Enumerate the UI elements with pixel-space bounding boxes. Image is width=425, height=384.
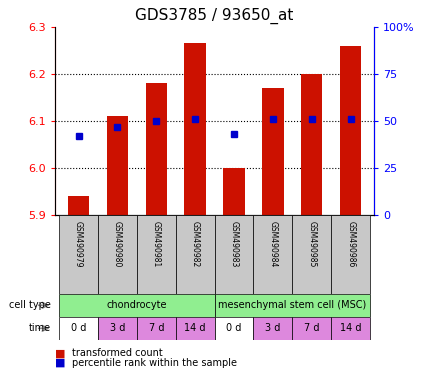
Text: percentile rank within the sample: percentile rank within the sample	[72, 358, 237, 368]
Bar	[59, 294, 215, 317]
Bar	[176, 215, 215, 294]
Text: ■: ■	[55, 348, 66, 358]
Bar	[224, 168, 245, 215]
Text: transformed count: transformed count	[72, 348, 163, 358]
Text: cell type: cell type	[9, 300, 51, 310]
Text: 3 d: 3 d	[265, 323, 280, 333]
Text: GSM490986: GSM490986	[346, 221, 355, 268]
Bar	[137, 215, 176, 294]
Text: 0 d: 0 d	[71, 323, 86, 333]
Bar	[176, 317, 215, 340]
Text: GSM490980: GSM490980	[113, 221, 122, 268]
Text: GSM490983: GSM490983	[230, 221, 238, 268]
Text: GSM490982: GSM490982	[191, 221, 200, 268]
Bar	[215, 215, 253, 294]
Text: 14 d: 14 d	[340, 323, 361, 333]
Text: 7 d: 7 d	[304, 323, 320, 333]
Bar	[331, 215, 370, 294]
Bar	[98, 215, 137, 294]
Bar	[59, 317, 98, 340]
Text: GSM490985: GSM490985	[307, 221, 316, 268]
Bar	[146, 83, 167, 215]
Bar	[137, 317, 176, 340]
Bar	[215, 317, 253, 340]
Title: GDS3785 / 93650_at: GDS3785 / 93650_at	[136, 8, 294, 24]
Bar	[292, 317, 331, 340]
Bar	[107, 116, 128, 215]
Bar	[301, 74, 323, 215]
Bar	[292, 215, 331, 294]
Bar	[253, 215, 292, 294]
Bar	[98, 317, 137, 340]
Text: 3 d: 3 d	[110, 323, 125, 333]
Text: 7 d: 7 d	[149, 323, 164, 333]
Bar	[262, 88, 283, 215]
Bar	[184, 43, 206, 215]
Text: time: time	[29, 323, 51, 333]
Bar	[340, 46, 361, 215]
Text: 14 d: 14 d	[184, 323, 206, 333]
Bar	[331, 317, 370, 340]
Text: 0 d: 0 d	[227, 323, 242, 333]
Text: GSM490984: GSM490984	[269, 221, 278, 268]
Bar	[253, 317, 292, 340]
Bar	[215, 294, 370, 317]
Text: GSM490981: GSM490981	[152, 221, 161, 268]
Text: chondrocyte: chondrocyte	[107, 300, 167, 310]
Bar	[68, 196, 89, 215]
Bar	[59, 215, 98, 294]
Text: ■: ■	[55, 358, 66, 368]
Text: mesenchymal stem cell (MSC): mesenchymal stem cell (MSC)	[218, 300, 366, 310]
Text: GSM490979: GSM490979	[74, 221, 83, 268]
